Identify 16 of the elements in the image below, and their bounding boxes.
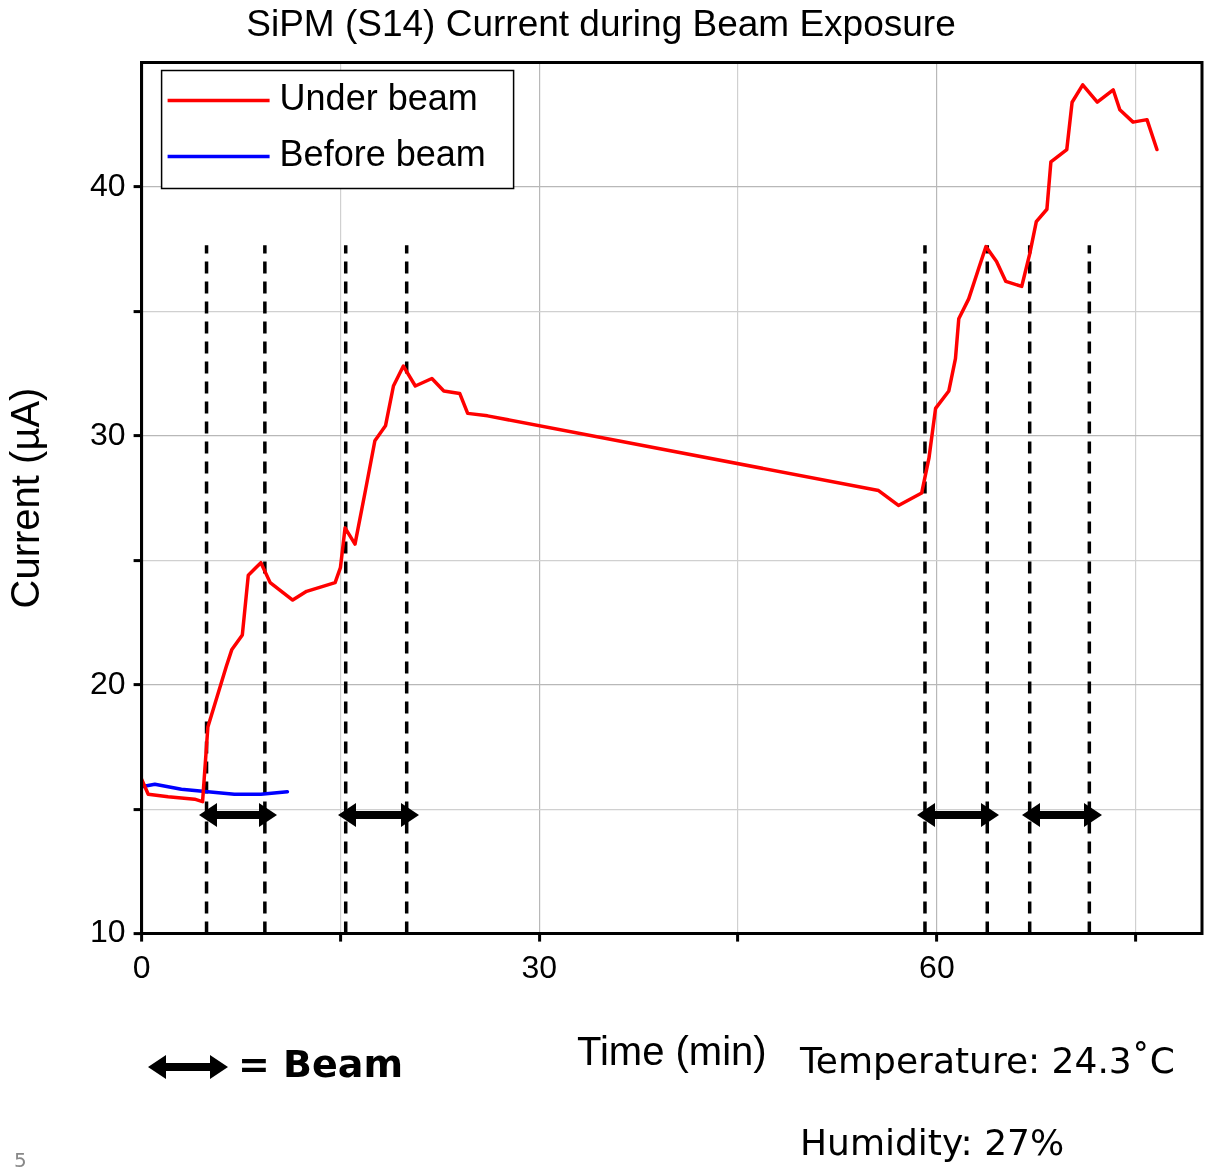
- legend-label: Under beam: [279, 77, 478, 119]
- text: Temperature: 24.3˚C: [800, 1040, 1175, 1081]
- text: 5: [14, 1148, 27, 1172]
- y-tick-label: 10: [90, 913, 126, 950]
- chart-title: SiPM (S14) Current during Beam Exposure: [246, 3, 956, 45]
- x-tick-label: 30: [521, 948, 558, 985]
- text: Humidity: 27%: [800, 1122, 1065, 1163]
- y-axis-title: Current (µA): [3, 387, 48, 609]
- x-tick-label: 60: [919, 948, 955, 985]
- y-tick-label: 20: [90, 664, 126, 701]
- y-tick-label: 30: [90, 415, 126, 452]
- legend-label: Before beam: [279, 133, 486, 175]
- x-tick-label: 0: [132, 948, 151, 985]
- y-tick-label: 40: [90, 166, 126, 203]
- text: = Beam: [238, 1042, 404, 1086]
- x-axis-title: Time (min): [576, 1029, 767, 1074]
